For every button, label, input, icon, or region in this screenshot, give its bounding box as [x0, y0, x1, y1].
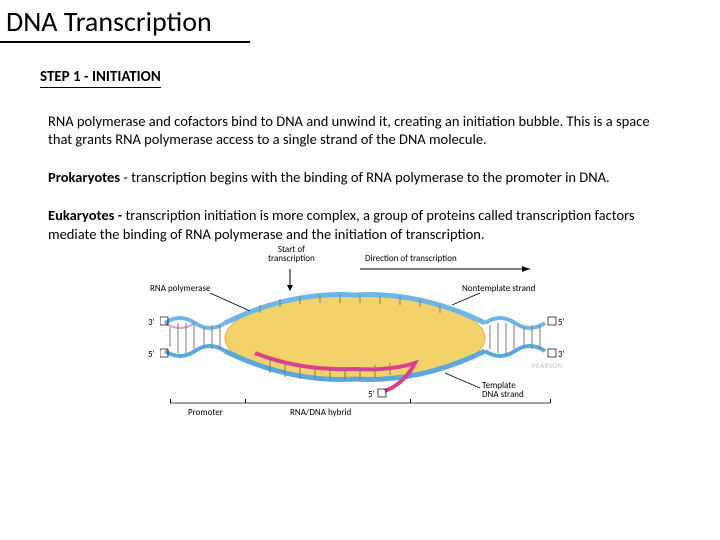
paragraph-intro: RNA polymerase and cofactors bind to DNA…	[48, 112, 672, 148]
label-direction: Direction of transcription	[365, 253, 457, 264]
prokaryotes-lead: Prokaryotes	[48, 168, 120, 186]
eukaryotes-rest: transcription initiation is more complex…	[48, 206, 635, 242]
page-title: DNA Transcription	[0, 0, 218, 43]
label-hybrid: RNA/DNA hybrid	[290, 407, 351, 418]
right-dna	[485, 318, 545, 356]
step-heading: STEP 1 - INITIATION	[40, 68, 161, 88]
paragraph-prokaryotes: Prokaryotes - transcription begins with …	[48, 168, 672, 186]
label-5prime-rna: 5'	[368, 389, 375, 400]
prokaryotes-rest: - transcription begins with the binding …	[120, 168, 610, 186]
label-nontemplate: Nontemplate strand	[462, 283, 535, 294]
label-rna-polymerase: RNA polymerase	[150, 283, 210, 294]
credit-text: PEARSON	[532, 361, 563, 370]
label-5prime-right-top: 5'	[558, 317, 565, 328]
eukaryotes-lead: Eukaryotes -	[48, 206, 125, 224]
label-5prime-left-bot: 5'	[148, 349, 155, 360]
label-start: Start oftranscription	[268, 245, 315, 263]
left-dna	[165, 318, 225, 356]
label-promoter: Promoter	[188, 407, 223, 418]
label-3prime-right-bot: 3'	[558, 349, 565, 360]
label-3prime-left-top: 3'	[148, 317, 155, 328]
paragraph-eukaryotes: Eukaryotes - transcription initiation is…	[48, 206, 672, 242]
label-template: TemplateDNA strand	[482, 381, 524, 399]
transcription-diagram: Start oftranscription Direction of trans…	[160, 263, 560, 418]
